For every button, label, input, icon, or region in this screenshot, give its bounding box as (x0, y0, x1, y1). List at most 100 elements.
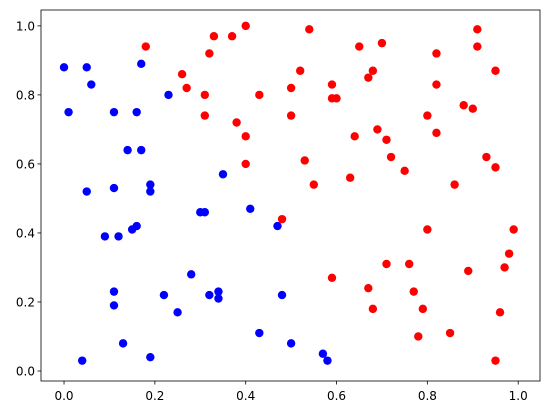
scatter-point (355, 42, 364, 51)
scatter-point (473, 25, 482, 34)
scatter-point (332, 94, 341, 103)
scatter-point (377, 38, 387, 48)
scatter-point (309, 180, 319, 189)
scatter-point (318, 349, 328, 358)
scatter-point (146, 180, 155, 189)
scatter-point (200, 111, 210, 120)
scatter-point (87, 80, 96, 89)
scatter-point (218, 170, 228, 179)
scatter-point (400, 166, 409, 176)
scatter-point (382, 259, 391, 269)
scatter-point (364, 73, 373, 82)
scatter-point (468, 104, 477, 113)
y-tick-label: 0.0 (16, 364, 35, 378)
scatter-point (432, 80, 441, 89)
scatter-point (77, 356, 87, 365)
scatter-point (473, 42, 482, 51)
plot-frame (40, 9, 541, 382)
scatter-point (173, 308, 182, 317)
scatter-point (373, 125, 382, 134)
scatter-point (482, 152, 491, 162)
scatter-point (350, 132, 359, 141)
scatter-point (277, 214, 287, 224)
scatter-point (327, 80, 337, 89)
x-tick-label: 0.4 (236, 389, 255, 403)
y-tick-label: 0.4 (16, 226, 35, 240)
scatter-point (255, 328, 264, 338)
scatter-point (364, 283, 373, 293)
scatter-point (114, 232, 123, 241)
scatter-point (241, 132, 250, 141)
scatter-point (286, 111, 296, 120)
scatter-point (459, 101, 468, 110)
y-tick-label: 0.6 (16, 157, 35, 171)
scatter-point (137, 59, 146, 69)
scatter-point (345, 173, 355, 182)
scatter-point (186, 270, 196, 279)
scatter-point (300, 156, 309, 165)
scatter-point (286, 83, 296, 93)
scatter-point (305, 25, 314, 34)
scatter-point (273, 221, 282, 231)
scatter-point (182, 83, 191, 93)
scatter-point (59, 63, 69, 72)
scatter-point (146, 352, 155, 362)
x-tick-label: 0.0 (54, 389, 73, 403)
scatter-point (132, 107, 141, 117)
scatter-point (118, 339, 128, 348)
scatter-point (495, 308, 505, 317)
x-tick-label: 0.2 (145, 389, 164, 403)
scatter-point (386, 152, 396, 162)
scatter-point (214, 287, 223, 296)
scatter-point (323, 356, 332, 365)
scatter-point (227, 32, 237, 41)
scatter-point (491, 163, 500, 172)
scatter-point (64, 107, 73, 117)
scatter-point (368, 66, 378, 75)
scatter-point (159, 290, 169, 300)
scatter-point (295, 66, 305, 75)
scatter-point (209, 32, 219, 41)
scatter-point (414, 332, 423, 341)
scatter-point (164, 90, 173, 100)
scatter-point (109, 287, 119, 296)
scatter-point (109, 183, 119, 193)
scatter-point (504, 249, 514, 258)
y-tick-label: 1.0 (16, 19, 35, 33)
scatter-point (241, 159, 250, 169)
scatter-point (404, 259, 414, 269)
scatter-point (423, 225, 432, 234)
scatter-point (277, 290, 287, 300)
scatter-point (214, 294, 223, 303)
scatter-point (146, 187, 155, 196)
scatter-point (432, 128, 441, 138)
scatter-point (423, 111, 432, 120)
y-tick-label: 0.2 (16, 295, 35, 309)
scatter-point (409, 287, 418, 296)
scatter-point (286, 339, 296, 348)
scatter-point (500, 263, 509, 272)
scatter-point (241, 21, 250, 31)
x-tick-label: 1.0 (509, 389, 528, 403)
scatter-point (205, 49, 214, 58)
scatter-point (327, 273, 337, 283)
scatter-point (445, 328, 455, 338)
scatter-point (382, 135, 391, 144)
scatter-point (432, 49, 441, 58)
scatter-point (368, 304, 378, 314)
x-tick-label: 0.6 (327, 389, 346, 403)
scatter-point (491, 66, 500, 75)
x-tick-label: 0.8 (418, 389, 437, 403)
scatter-point (141, 42, 150, 51)
scatter-point (491, 356, 500, 365)
scatter-point (82, 63, 91, 72)
scatter-point (123, 145, 132, 155)
scatter-point (109, 301, 119, 310)
scatter-point (246, 204, 255, 213)
scatter-point (255, 90, 264, 100)
scatter-point (109, 107, 119, 117)
scatter-point (200, 208, 210, 217)
scatter-point (205, 290, 214, 300)
scatter-point (509, 225, 518, 234)
